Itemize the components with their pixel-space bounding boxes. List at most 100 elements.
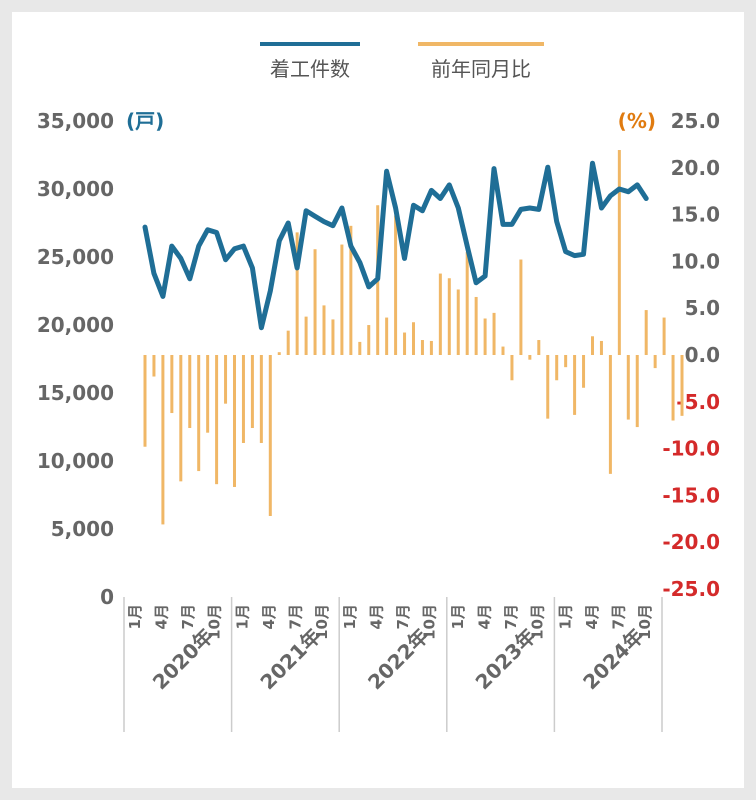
bar-series [143,150,684,525]
bar [591,336,594,355]
x-tick-label: 1月 [126,604,144,629]
x-tick-label: 1月 [341,604,359,629]
bar [295,232,299,355]
left-tick-label: 5,000 [51,517,114,541]
left-tick-label: 10,000 [37,449,114,473]
bar [143,355,147,447]
bar [662,317,666,355]
bar [483,318,487,355]
legend-label-line: 着工件数 [270,57,350,81]
bar [304,316,308,355]
bar [465,252,469,355]
x-tick-label: 10月 [636,604,654,640]
bar [582,355,586,388]
bar [215,355,219,485]
bar [635,355,639,428]
x-tick-label: 10月 [313,604,331,640]
bar [277,352,281,355]
bar [501,346,505,355]
chart-frame [12,12,744,788]
x-year-label: 2022年 [363,624,433,694]
x-year-label: 2021年 [255,624,325,694]
x-tick-label: 1月 [449,604,467,629]
bar [349,225,353,355]
bar [268,355,272,516]
x-year-label: 2023年 [471,624,541,694]
bar [179,355,183,482]
bar [519,259,523,355]
left-tick-label: 20,000 [37,313,114,337]
x-tick-label: 10月 [421,604,439,640]
right-axis-unit: (%) [618,109,656,133]
bar [420,340,424,355]
x-tick-label: 4月 [153,604,171,629]
x-tick-label: 10月 [528,604,546,640]
left-axis-ticks: 0 5,000 10,000 15,000 20,000 25,000 30,000 35,0… [37,109,114,609]
bar [671,355,675,421]
bar [197,355,201,472]
bar [313,249,317,355]
bar [385,317,389,355]
left-tick-label: 35,000 [37,109,114,133]
right-tick-label: -20.0 [662,530,720,554]
bar [367,325,371,355]
bar [358,341,362,355]
x-tick-label: 4月 [260,604,278,629]
bar [564,355,568,368]
x-tick-label: 7月 [287,604,305,629]
bar [510,355,514,381]
bar [152,355,156,377]
x-year-label: 2024年 [578,624,648,694]
bar [474,296,478,355]
x-tick-label: 4月 [475,604,493,629]
right-tick-label: -15.0 [662,483,720,507]
right-tick-label: 0.0 [685,343,720,367]
bar [626,355,630,420]
left-tick-label: 30,000 [37,177,114,201]
bar [492,312,496,355]
right-tick-label: -5.0 [676,390,720,414]
x-tick-label: 1月 [234,604,252,629]
bar [608,355,612,474]
bar [206,355,210,433]
bar [438,273,442,355]
bar [241,355,245,443]
bar [170,355,174,414]
right-tick-label: -10.0 [662,437,720,461]
bar [680,355,684,416]
bar [447,278,451,355]
bar [403,332,407,355]
bar [331,319,335,355]
bar [653,355,657,369]
x-tick-label: 7月 [179,604,197,629]
bar [429,340,433,355]
left-axis-unit: (戸) [126,109,164,133]
bar [322,305,326,355]
bar [573,355,577,415]
right-axis-ticks: -25.0 -20.0 -15.0 -10.0 -5.0 0.0 5.0 10.0 15.0 20… [662,109,720,601]
bar [340,244,344,355]
bar [394,215,398,355]
bar [644,310,648,355]
bar [456,289,460,355]
bar [188,355,192,429]
bar [546,355,550,419]
x-tick-label: 10月 [206,604,224,640]
left-tick-label: 25,000 [37,245,114,269]
x-tick-label: 7月 [609,604,627,629]
left-tick-label: 0 [100,585,114,609]
right-tick-label: 25.0 [671,109,720,133]
bar [412,322,415,355]
x-tick-label: 7月 [502,604,520,629]
legend: 着工件数 前年同月比 [260,42,544,81]
right-tick-label: 10.0 [671,249,720,273]
bar [537,340,541,355]
legend-label-bar: 前年同月比 [431,57,531,81]
bar [259,355,263,443]
bar [555,355,559,381]
x-tick-label: 4月 [583,604,601,629]
x-tick-label: 4月 [368,604,386,629]
bar [599,340,603,355]
